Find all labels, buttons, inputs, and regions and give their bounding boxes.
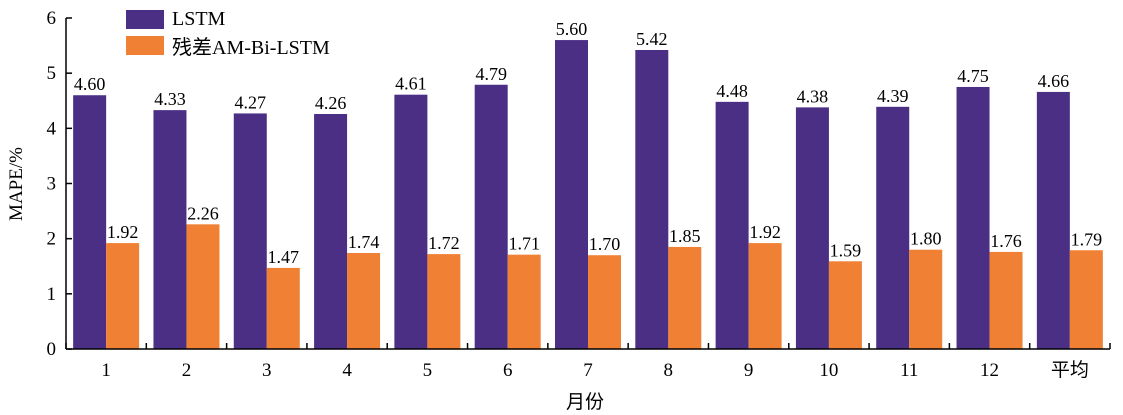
value-labels-layer: 4.60 4.33 4.27 4.26 4.61 4.79 5.60 5.42 4.48 4.38… — [74, 19, 1102, 267]
data-label-s1-4: 1.72 — [428, 233, 460, 253]
data-label-s1-7: 1.85 — [669, 226, 701, 246]
legend: LSTM 残差AM-Bi-LSTM — [126, 6, 330, 59]
y-ticks-layer: 0 1 2 3 4 5 6 — [47, 8, 72, 360]
data-label-s0-7: 5.42 — [636, 29, 668, 49]
x-tick-label-7: 8 — [664, 360, 674, 381]
data-label-s0-8: 4.48 — [716, 81, 748, 101]
bar-s0-12 — [1036, 91, 1070, 349]
bar-s1-2 — [266, 267, 300, 349]
y-tick-label-3: 3 — [47, 174, 57, 195]
bar-s1-1 — [186, 224, 220, 349]
bar-s1-6 — [588, 255, 621, 349]
y-tick-label-5: 5 — [47, 63, 57, 84]
x-tick-label-2: 3 — [262, 360, 272, 381]
bar-s0-8 — [715, 101, 749, 349]
data-label-s1-8: 1.92 — [749, 222, 781, 242]
legend-label-lstm: LSTM — [172, 7, 226, 30]
bar-s1-4 — [427, 254, 461, 349]
y-tick-label-4: 4 — [47, 118, 57, 139]
data-label-s1-0: 1.92 — [107, 222, 139, 242]
y-axis-label: MAPE/% — [6, 147, 27, 221]
x-tick-label-10: 11 — [900, 360, 918, 381]
bar-s1-0 — [106, 243, 140, 349]
data-label-s1-9: 1.59 — [830, 240, 862, 260]
data-label-s1-10: 1.80 — [910, 229, 942, 249]
legend-item-am-bi-lstm: 残差AM-Bi-LSTM — [126, 32, 330, 59]
data-label-s1-1: 2.26 — [187, 203, 219, 223]
bar-s1-8 — [748, 243, 782, 349]
bar-s0-9 — [795, 107, 829, 350]
bars-layer — [73, 40, 1103, 350]
legend-item-lstm: LSTM — [126, 6, 330, 32]
y-tick-label-6: 6 — [47, 8, 57, 29]
x-axis-label: 月份 — [566, 391, 604, 413]
bar-s1-3 — [347, 253, 381, 349]
data-label-s0-0: 4.60 — [74, 74, 106, 94]
data-label-s0-12: 4.66 — [1038, 71, 1070, 91]
bar-s1-11 — [989, 251, 1023, 349]
bar-s0-4 — [394, 94, 428, 349]
bar-s1-9 — [828, 261, 862, 349]
x-tick-label-9: 10 — [819, 360, 838, 381]
data-label-s0-10: 4.39 — [877, 86, 909, 106]
bar-s0-0 — [73, 95, 107, 349]
bar-s0-7 — [635, 49, 669, 349]
data-label-s0-3: 4.26 — [315, 93, 347, 113]
data-label-s0-2: 4.27 — [235, 92, 267, 112]
bar-s0-6 — [555, 40, 588, 350]
bar-s0-10 — [876, 106, 910, 350]
y-tick-label-0: 0 — [47, 339, 57, 360]
data-label-s1-5: 1.71 — [508, 234, 540, 254]
data-label-s1-11: 1.76 — [990, 231, 1022, 251]
x-ticks-layer: 1 2 3 4 5 6 7 8 9 10 11 12 平均 — [65, 343, 1111, 381]
x-tick-label-12: 平均 — [1051, 359, 1089, 381]
data-label-s0-4: 4.61 — [395, 74, 427, 94]
y-tick-label-1: 1 — [47, 284, 57, 305]
x-tick-label-1: 2 — [182, 360, 192, 381]
bar-s0-5 — [474, 84, 508, 350]
data-label-s0-6: 5.60 — [556, 19, 588, 39]
x-tick-label-3: 4 — [342, 360, 352, 381]
data-label-s1-12: 1.79 — [1071, 229, 1103, 249]
bar-s1-10 — [909, 249, 943, 349]
legend-swatch-lstm — [126, 9, 164, 29]
bar-s0-1 — [153, 110, 187, 350]
legend-swatch-am-bi-lstm — [126, 35, 164, 55]
bar-s0-11 — [956, 86, 990, 349]
bar-s0-2 — [233, 113, 267, 350]
x-tick-label-5: 6 — [503, 360, 513, 381]
bar-s1-5 — [507, 254, 541, 349]
legend-label-am-bi-lstm: 残差AM-Bi-LSTM — [172, 36, 330, 59]
x-tick-label-4: 5 — [423, 360, 433, 381]
data-label-s1-6: 1.70 — [589, 234, 621, 254]
data-label-s0-9: 4.38 — [797, 86, 829, 106]
bar-s1-7 — [668, 246, 702, 349]
bar-s0-3 — [314, 113, 348, 350]
x-tick-label-11: 12 — [980, 360, 999, 381]
x-tick-label-6: 7 — [583, 360, 593, 381]
data-label-s0-1: 4.33 — [154, 89, 186, 109]
bar-s1-12 — [1069, 250, 1103, 349]
data-label-s0-5: 4.79 — [475, 64, 507, 84]
y-tick-label-2: 2 — [47, 229, 57, 250]
x-tick-label-0: 1 — [101, 360, 111, 381]
data-label-s0-11: 4.75 — [957, 66, 989, 86]
data-label-s1-3: 1.74 — [348, 232, 380, 252]
data-label-s1-2: 1.47 — [268, 247, 300, 267]
x-tick-label-8: 9 — [744, 360, 754, 381]
